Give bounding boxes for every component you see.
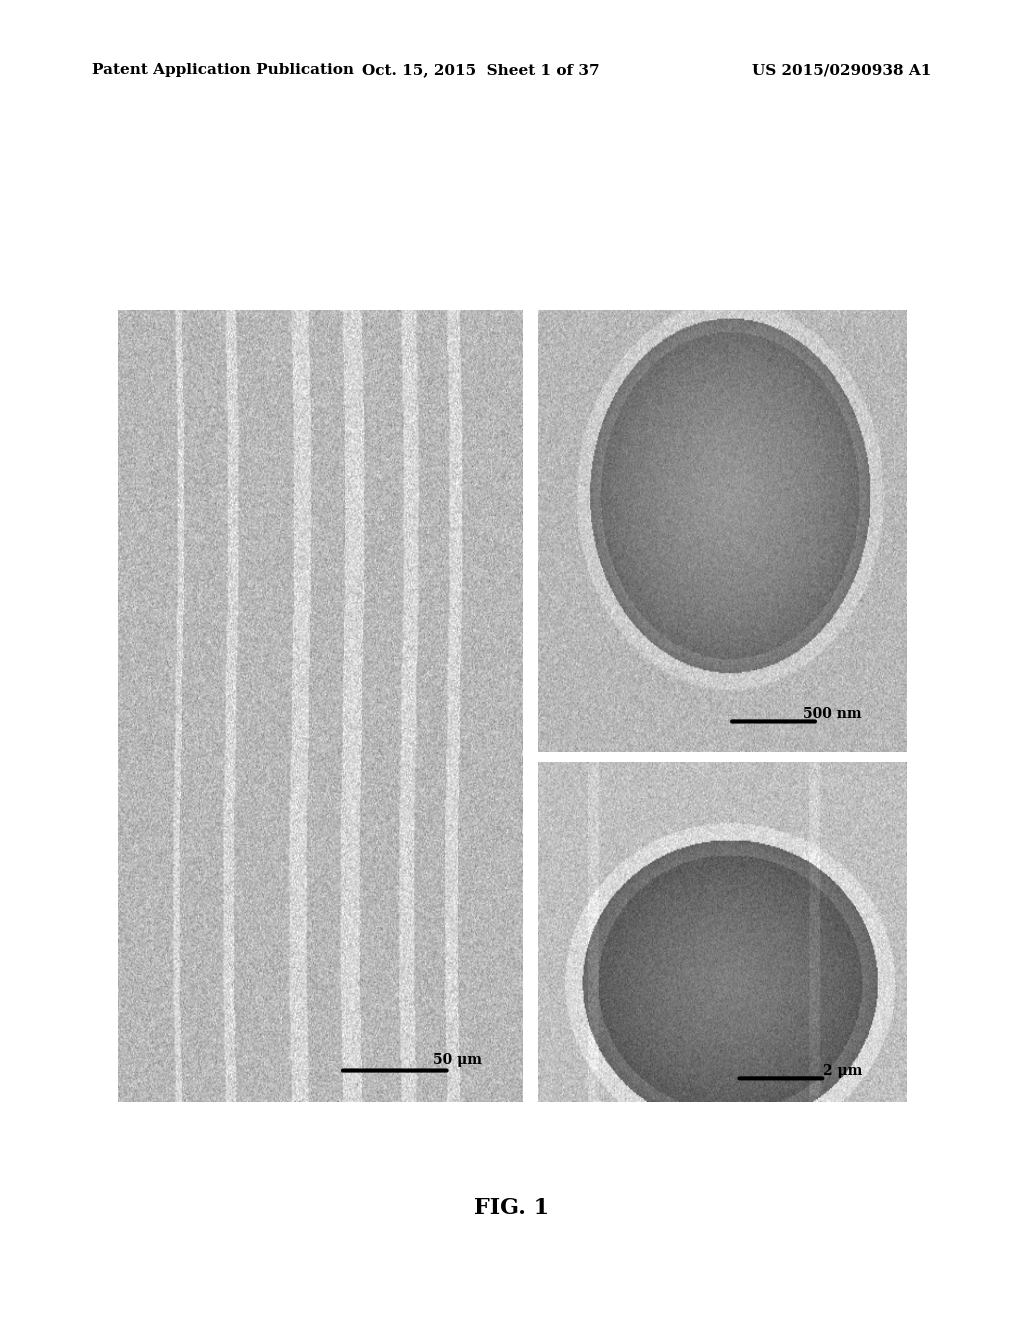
Text: Oct. 15, 2015  Sheet 1 of 37: Oct. 15, 2015 Sheet 1 of 37 <box>362 63 600 78</box>
Text: 2 μm: 2 μm <box>822 1064 862 1077</box>
Text: US 2015/0290938 A1: US 2015/0290938 A1 <box>753 63 932 78</box>
Text: FIG. 1: FIG. 1 <box>474 1197 550 1218</box>
Text: 50 μm: 50 μm <box>433 1052 482 1067</box>
Text: 500 nm: 500 nm <box>804 706 862 721</box>
Text: Patent Application Publication: Patent Application Publication <box>92 63 354 78</box>
